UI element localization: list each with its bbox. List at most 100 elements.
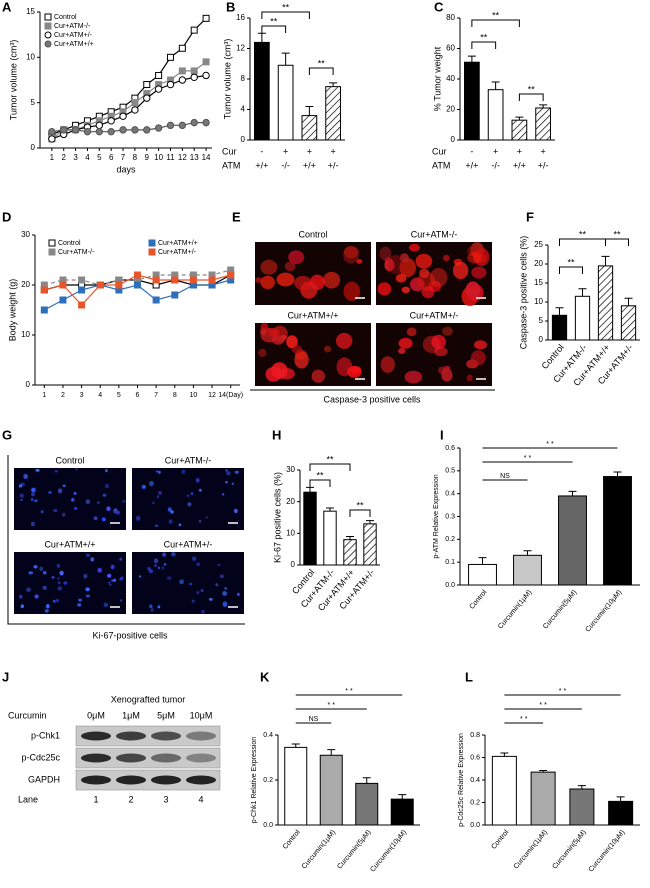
point [48, 127, 56, 136]
cell [157, 605, 161, 609]
y-tick-label: 15 [26, 7, 35, 16]
y-tick-label: 0.0 [263, 822, 273, 829]
bar [390, 798, 414, 826]
cell [201, 609, 205, 614]
dose: 10μM [190, 710, 213, 720]
cell [108, 583, 112, 586]
cell [434, 346, 448, 357]
cell [471, 266, 487, 279]
y-tick-label: 20 [534, 259, 543, 268]
band [116, 731, 146, 741]
cell [107, 573, 112, 578]
cell [122, 500, 126, 503]
cell [222, 601, 228, 607]
cell [324, 345, 332, 353]
significance-label: ** [356, 500, 364, 510]
panel-label: A [2, 0, 12, 15]
legend-swatch [48, 239, 56, 247]
legend-label: Control [54, 14, 77, 21]
cell [30, 521, 35, 527]
cell [260, 259, 278, 275]
point [166, 121, 175, 130]
dose: 0μM [87, 710, 105, 720]
cell [40, 510, 44, 514]
cell [409, 243, 420, 252]
legend-label: Cur+ATM-/- [58, 249, 95, 256]
cell [45, 604, 50, 609]
tile-label: Cur+ATM+/- [410, 310, 459, 320]
error-bar [613, 471, 622, 477]
y-axis-title: Tumor volume (cm³) [222, 39, 232, 120]
y-tick-label: 20 [446, 105, 455, 114]
cell [162, 552, 167, 557]
micrograph [132, 468, 244, 530]
cell [101, 517, 106, 522]
cell [430, 268, 448, 287]
y-axis-title: p-Cdc25c Relative Expression [458, 733, 465, 827]
point [208, 276, 216, 284]
point [152, 296, 160, 304]
cell [20, 482, 26, 487]
panel-label: D [2, 210, 11, 225]
cell [195, 478, 200, 483]
lane: 4 [198, 794, 203, 804]
cell [113, 579, 117, 582]
bar [323, 510, 337, 566]
cell [31, 487, 36, 493]
cell [83, 573, 88, 579]
point [178, 76, 187, 84]
legend-swatch [44, 40, 52, 48]
cell [422, 335, 441, 353]
y-tick-label: 0 [241, 135, 246, 144]
band [81, 731, 111, 741]
cell [178, 523, 182, 527]
bar [254, 41, 270, 141]
cell [53, 508, 58, 513]
y-tick-label: 16 [236, 13, 245, 22]
x-tick-label: 2 [61, 392, 65, 399]
legend-label: Cur+ATM+/+ [54, 41, 94, 48]
dose: 5μM [157, 710, 175, 720]
cell [62, 484, 66, 488]
y-tick-label: 0.4 [470, 777, 480, 784]
cell [63, 581, 68, 585]
cell [276, 272, 295, 287]
row-value: -/- [281, 160, 290, 170]
bar [325, 86, 341, 141]
x-tick-label: 3 [73, 153, 78, 162]
point [143, 81, 151, 89]
point [131, 106, 139, 114]
y-tick-label: 0.2 [470, 799, 480, 806]
point [134, 281, 141, 289]
tile-label: Control [298, 229, 327, 239]
cell [54, 470, 58, 473]
bar [301, 115, 318, 141]
panel-label: H [272, 428, 281, 443]
cell [343, 281, 361, 301]
cell [311, 369, 325, 383]
cell [323, 271, 341, 289]
cell [452, 261, 469, 280]
bar [551, 314, 568, 341]
y-tick-label: 0.8 [470, 732, 480, 739]
cell [225, 481, 228, 484]
point [71, 126, 80, 134]
cell [442, 326, 453, 336]
panel-label: L [465, 670, 473, 685]
significance-bracket [518, 93, 544, 101]
row-label: GAPDH [28, 774, 60, 784]
significance-bracket [349, 509, 371, 517]
bar [569, 788, 595, 826]
y-tick-label: 20 [286, 497, 295, 506]
error-bar [577, 785, 586, 789]
dose-label: Curcumin [8, 710, 47, 720]
row-value: +/+ [513, 160, 526, 170]
point [59, 296, 67, 304]
y-tick-label: 30 [286, 465, 295, 474]
significance-bracket [309, 479, 331, 487]
band [116, 775, 146, 785]
point [178, 67, 186, 75]
error-bar [281, 52, 290, 66]
error-bar [515, 116, 524, 121]
bar [464, 61, 480, 141]
